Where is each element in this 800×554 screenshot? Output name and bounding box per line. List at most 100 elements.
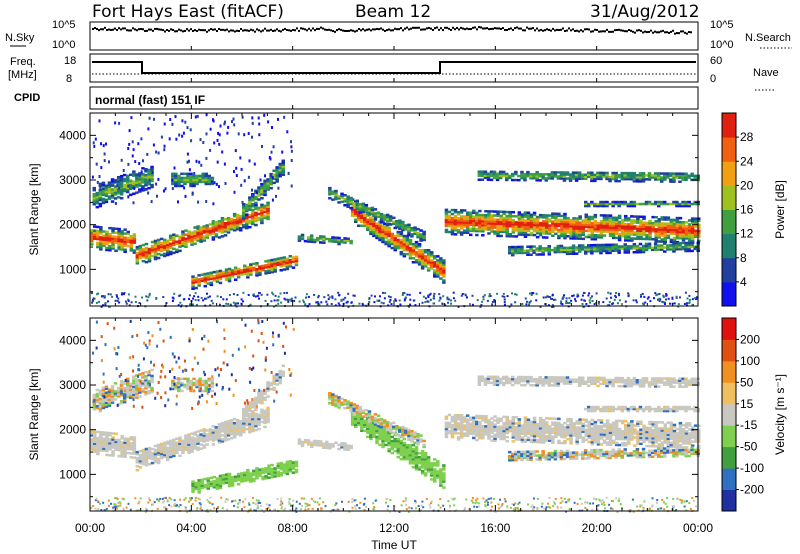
echo-cell (358, 207, 362, 210)
noise-point (504, 28, 506, 31)
echo-cell (257, 415, 261, 419)
echo-cell (189, 182, 193, 186)
echo-cell (276, 464, 280, 467)
echo-cell (602, 243, 606, 247)
noise-point (666, 31, 668, 34)
echo-cell (123, 248, 127, 251)
echo-cell (226, 221, 231, 224)
echo-cell (355, 201, 359, 205)
echo-cell (291, 465, 296, 468)
ground-scatter-cell (92, 298, 94, 301)
echo-cell (340, 442, 344, 445)
echo-cell (95, 199, 100, 203)
echo-cell (459, 217, 464, 220)
echo-cell (393, 244, 397, 248)
echo-cell (459, 215, 464, 218)
echo-cell (242, 416, 246, 419)
echo-cell (526, 170, 530, 174)
echo-cell (645, 235, 649, 239)
echo-cell (129, 436, 133, 439)
echo-cell (508, 216, 512, 220)
echo-cell (144, 184, 148, 187)
echo-cell (111, 239, 115, 242)
ground-scatter-cell (438, 299, 441, 302)
echo-cell (175, 449, 179, 453)
noise-cell (93, 144, 96, 148)
echo-cell (529, 247, 533, 250)
echo-cell (266, 186, 270, 189)
echo-cell (411, 246, 416, 250)
echo-cell (138, 457, 143, 461)
echo-cell (493, 218, 497, 221)
echo-cell (187, 435, 191, 438)
echo-cell (117, 442, 121, 446)
noise-cell (264, 174, 266, 178)
echo-cell (193, 232, 197, 235)
echo-cell (242, 410, 246, 413)
echo-cell (129, 384, 133, 388)
ground-scatter-cell (102, 295, 105, 298)
ground-scatter-cell (290, 297, 293, 300)
echo-cell (520, 251, 524, 255)
echo-cell (538, 179, 542, 182)
echo-cell (366, 224, 370, 228)
echo-cell (602, 247, 606, 251)
echo-cell (306, 238, 311, 241)
ground-scatter-cell (608, 304, 611, 307)
echo-cell (486, 176, 491, 179)
echo-cell (334, 238, 338, 241)
echo-cell (423, 265, 428, 268)
echo-cell (621, 226, 625, 230)
echo-cell (623, 243, 627, 246)
echo-cell (227, 474, 232, 478)
ground-scatter-cell (254, 295, 257, 298)
echo-cell (590, 244, 594, 247)
echo-cell (105, 449, 109, 453)
noise-cell (184, 120, 187, 124)
echo-cell (654, 222, 658, 225)
echo-cell (266, 383, 270, 386)
echo-cell (648, 219, 652, 223)
echo-cell (411, 242, 416, 246)
echo-cell (138, 461, 143, 465)
ground-scatter-cell (618, 294, 620, 297)
echo-cell (405, 236, 410, 240)
echo-cell (642, 233, 646, 237)
noise-point (432, 28, 434, 31)
echo-cell (90, 446, 94, 449)
echo-cell (401, 226, 405, 230)
echo-cell (663, 250, 667, 253)
noise-cell (189, 128, 192, 132)
echo-cell (608, 177, 612, 181)
echo-cell (577, 244, 582, 247)
ground-scatter-cell (116, 299, 119, 302)
echo-cell (417, 255, 422, 258)
echo-cell (279, 461, 283, 465)
echo-cell (209, 275, 214, 279)
echo-cell (590, 221, 595, 225)
echo-cell (414, 245, 419, 248)
echo-cell (614, 177, 618, 181)
echo-cell (459, 221, 464, 224)
echo-cell (141, 390, 145, 393)
echo-cell (144, 250, 149, 254)
echo-cell (243, 477, 247, 481)
echo-cell (529, 245, 533, 248)
echo-cell (144, 370, 148, 374)
echo-cell (697, 217, 701, 220)
echo-cell (191, 277, 195, 280)
echo-cell (439, 273, 443, 276)
echo-cell (545, 236, 549, 239)
noise-cell (171, 187, 174, 190)
echo-cell (132, 182, 136, 185)
echo-cell (227, 269, 232, 273)
echo-cell (511, 251, 515, 255)
echo-cell (611, 247, 615, 250)
echo-cell (399, 246, 404, 250)
ground-scatter-cell (514, 293, 517, 296)
echo-cell (495, 172, 500, 176)
echo-cell (447, 220, 452, 224)
noise-point (444, 26, 446, 29)
noise-cell (175, 182, 178, 186)
echo-cell (373, 218, 378, 221)
